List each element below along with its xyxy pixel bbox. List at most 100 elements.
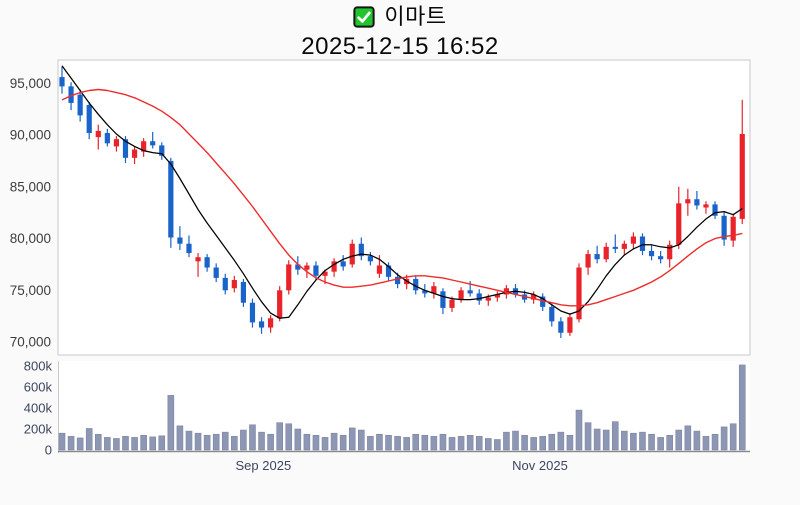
candle-body <box>322 271 328 276</box>
chart-header: 이마트 2025-12-15 16:52 <box>0 0 800 61</box>
volume-bar <box>729 423 737 451</box>
candle-body <box>86 105 92 133</box>
volume-bar <box>539 436 547 451</box>
checkbox-checked-icon <box>353 6 376 28</box>
volume-bar <box>76 437 84 451</box>
candle-body <box>413 278 419 291</box>
ma-long-line <box>61 88 743 307</box>
candle-body <box>703 204 709 208</box>
volume-bar <box>321 437 329 451</box>
volume-bar <box>584 422 592 451</box>
volume-bar <box>113 438 120 451</box>
candle-body <box>612 246 618 249</box>
candle-body <box>277 290 283 319</box>
candle-body <box>485 297 491 301</box>
volume-bar <box>621 430 628 451</box>
volume-bar <box>285 423 293 451</box>
volume-bar <box>221 431 229 451</box>
volume-bar <box>185 430 193 451</box>
volume-bar <box>122 436 129 451</box>
candle-body <box>422 290 428 294</box>
volume-bar <box>675 429 683 451</box>
candle-body <box>476 293 482 301</box>
candle-body <box>639 236 646 251</box>
volume-tick-label: 200k <box>24 422 53 437</box>
candle-body <box>186 243 192 254</box>
volume-bar <box>94 433 102 451</box>
volume-bar <box>212 433 220 451</box>
volume-bar <box>439 433 447 451</box>
candle-body <box>694 199 700 206</box>
candle-body <box>295 264 301 270</box>
volume-bar <box>67 436 75 451</box>
volume-bar <box>484 438 492 451</box>
volume-bar <box>376 433 383 451</box>
volume-bar <box>276 422 283 451</box>
candle-body <box>240 282 246 303</box>
x-tick-label: Sep 2025 <box>236 458 292 473</box>
volume-bar <box>385 434 392 451</box>
candles <box>59 66 745 338</box>
candle-body <box>268 318 274 328</box>
candle-body <box>376 265 383 274</box>
candle-body <box>667 244 673 260</box>
volume-bar <box>557 431 565 451</box>
candle-body <box>141 141 147 152</box>
candle-body <box>431 286 437 294</box>
candle-body <box>449 299 455 308</box>
volume-bar <box>149 436 156 451</box>
candle-body <box>585 254 591 268</box>
candle-body <box>458 290 464 300</box>
volume-bar <box>312 434 320 451</box>
price-axis-labels: 95,000 90,000 85,000 80,000 75,000 70,000 <box>10 76 51 350</box>
candle-body <box>685 199 691 204</box>
volume-bar <box>530 437 537 451</box>
candle-body <box>630 236 637 244</box>
candle-body <box>340 261 346 267</box>
candle-body <box>349 243 355 265</box>
price-tick-label: 75,000 <box>10 283 51 298</box>
volume-bar <box>231 436 238 451</box>
volume-bars <box>58 364 746 451</box>
volume-bar <box>720 426 728 451</box>
volume-bar <box>494 439 501 451</box>
candle-body <box>712 204 718 216</box>
candle-body <box>150 141 156 146</box>
volume-bar <box>466 434 474 451</box>
volume-bar <box>503 431 510 451</box>
volume-bar <box>294 428 302 451</box>
volume-bar <box>330 432 338 451</box>
volume-axis-labels: 800k 600k 400k 200k 0 <box>24 359 53 458</box>
volume-bar <box>593 428 601 451</box>
candle-body <box>95 130 101 138</box>
volume-bar <box>648 433 655 451</box>
candle-body <box>503 288 510 295</box>
volume-bar <box>548 433 556 451</box>
chart-timestamp: 2025-12-15 16:52 <box>301 33 499 60</box>
volume-tick-label: 400k <box>24 401 53 416</box>
candle-body <box>721 215 727 240</box>
volume-bar <box>58 432 66 451</box>
volume-bar <box>521 434 528 451</box>
volume-bar <box>267 433 274 451</box>
candle-body <box>367 256 373 262</box>
volume-bar <box>738 364 746 451</box>
volume-bar <box>512 430 519 451</box>
volume-bar <box>249 424 256 451</box>
candle-body <box>204 257 210 268</box>
volume-bar <box>203 434 211 451</box>
candle-body <box>531 294 537 300</box>
candle-body <box>730 216 736 241</box>
candle-body <box>603 246 609 260</box>
candle-body <box>168 160 174 238</box>
volume-bar <box>711 433 719 451</box>
candle-body <box>313 265 319 276</box>
volume-tick-label: 600k <box>24 380 53 395</box>
volume-tick-label: 800k <box>24 359 53 374</box>
candle-body <box>594 254 600 260</box>
volume-bar <box>367 436 374 451</box>
candle-body <box>286 264 292 291</box>
volume-bar <box>403 437 410 451</box>
volume-bar <box>104 437 111 451</box>
